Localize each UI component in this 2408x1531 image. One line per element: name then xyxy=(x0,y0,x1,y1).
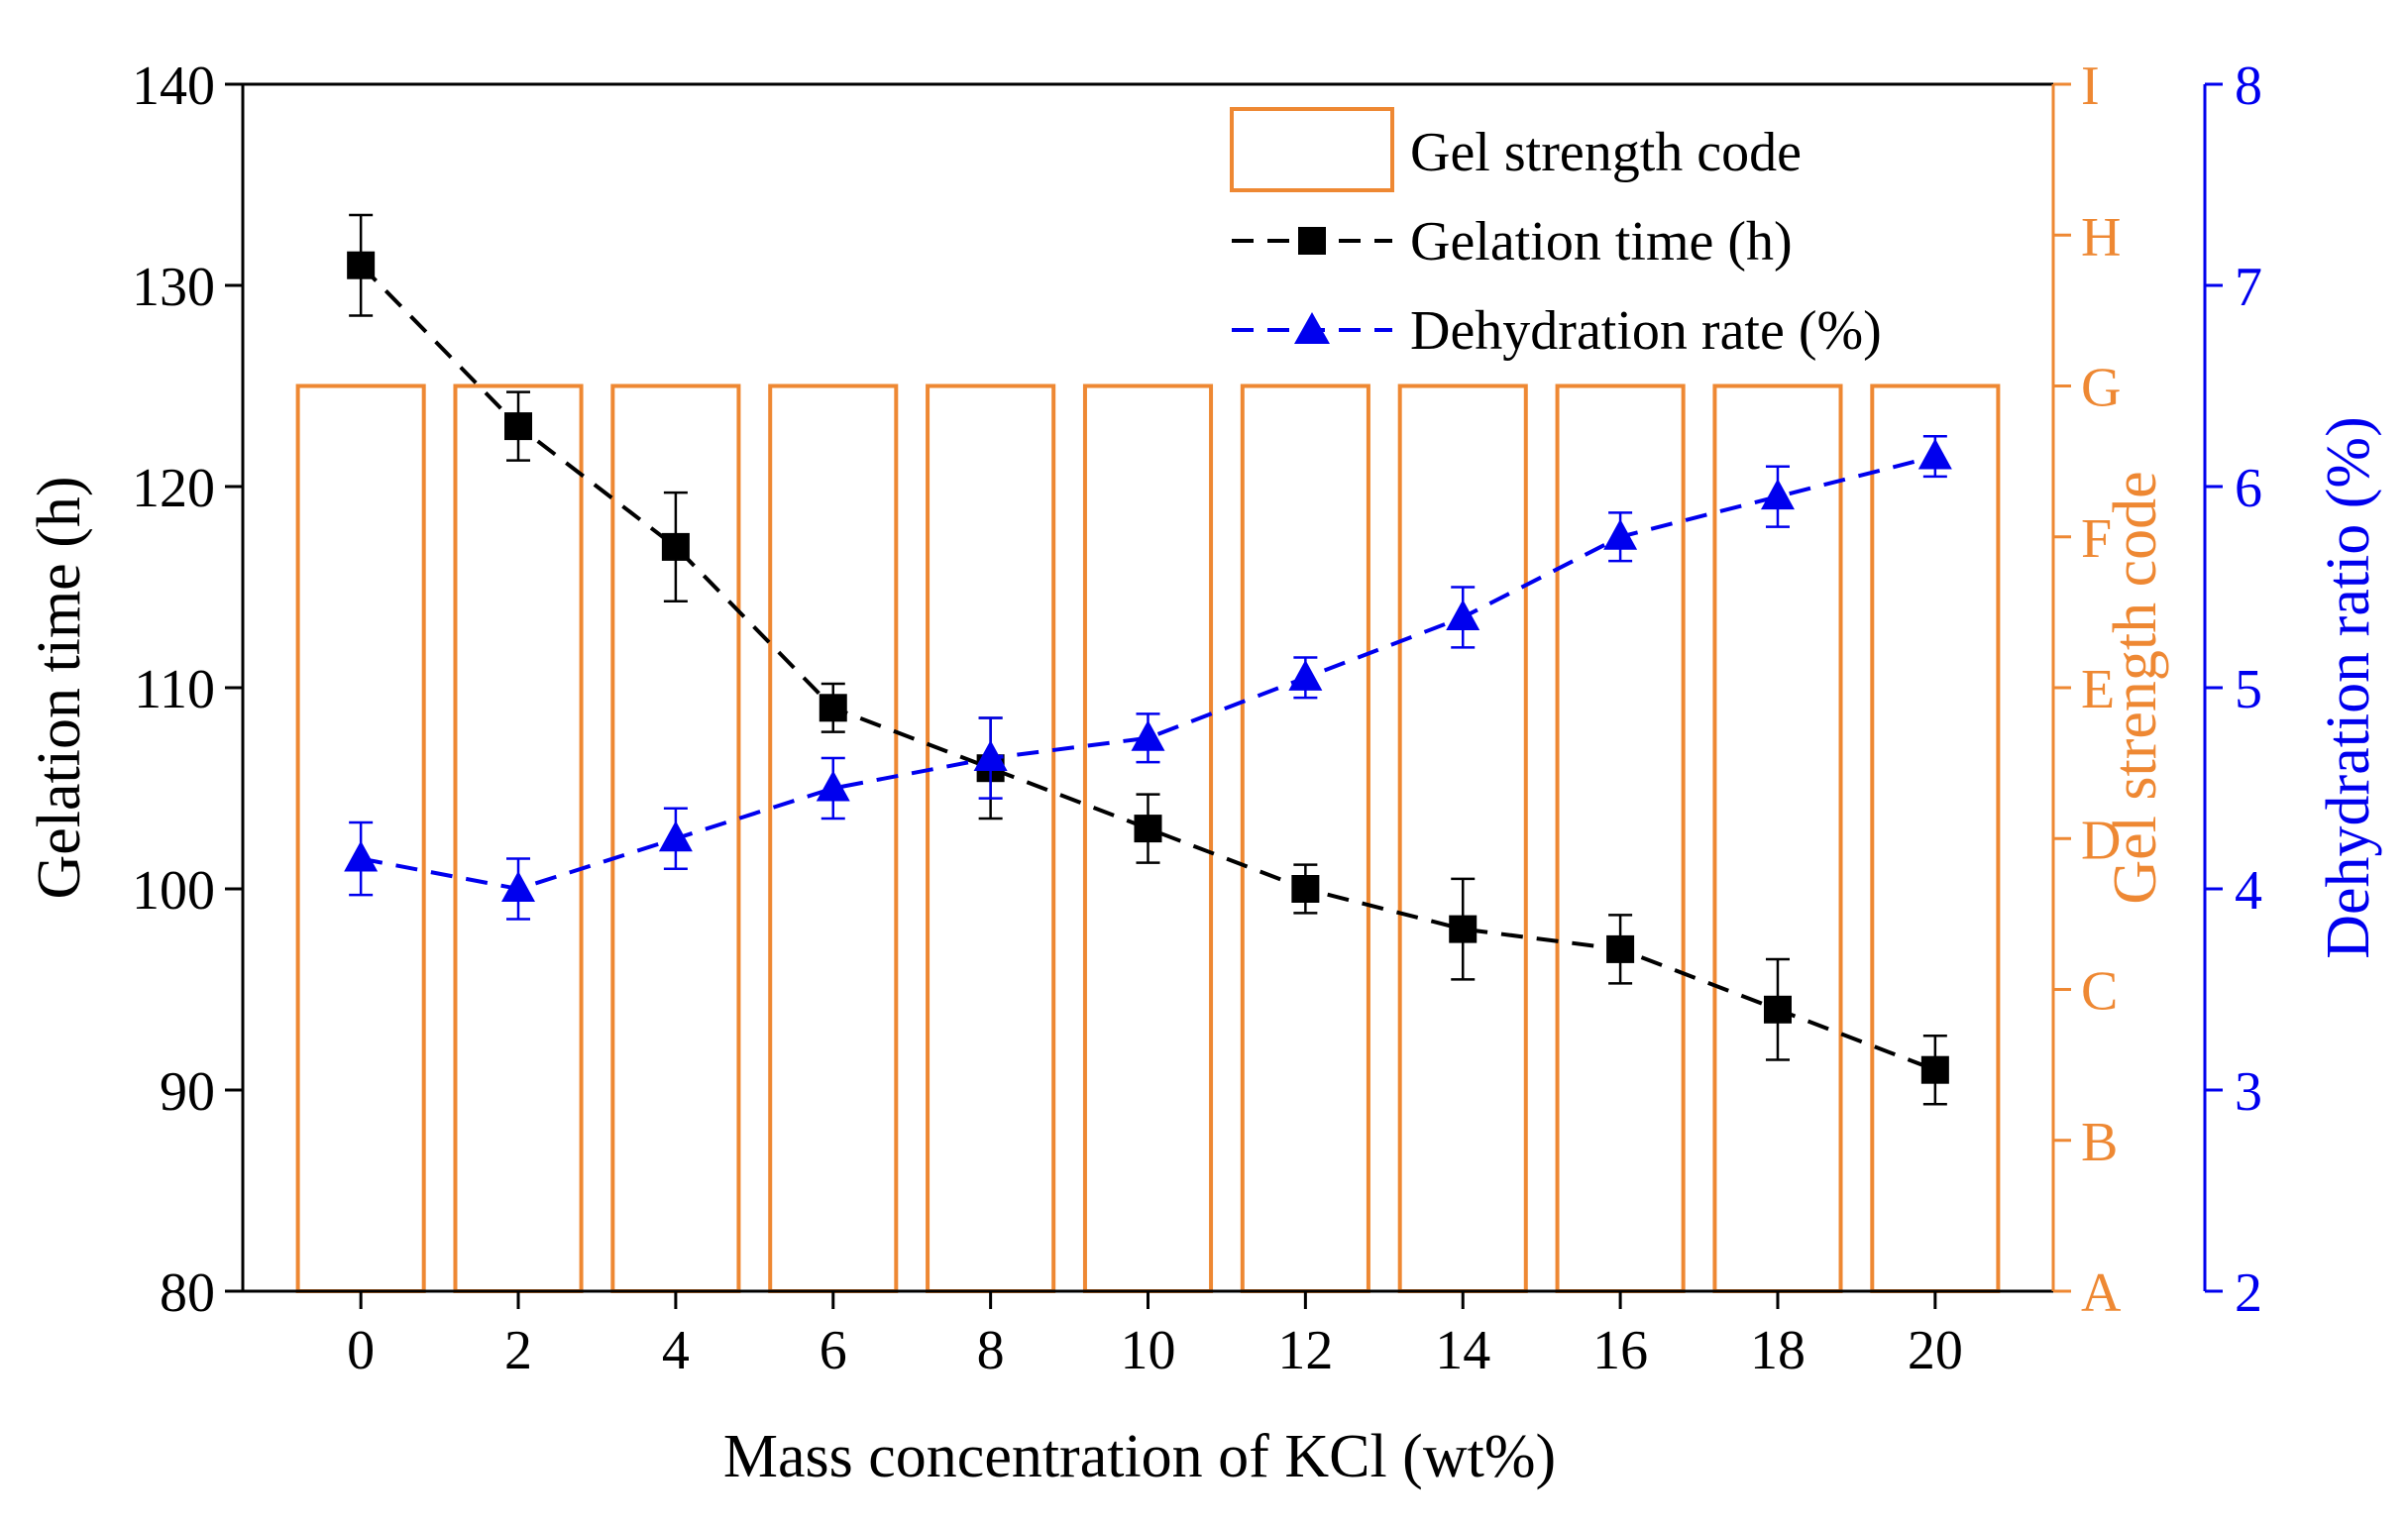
left-axis-title: Gelation time (h) xyxy=(26,477,93,900)
legend-dehydration-marker xyxy=(1294,312,1330,344)
gel-strength-tick-label: E xyxy=(2081,659,2115,720)
gel-strength-tick-label: F xyxy=(2081,508,2112,570)
gel-strength-tick-label: G xyxy=(2081,358,2121,419)
legend-gel-strength-label: Gel strength code xyxy=(1410,122,1802,183)
legend-gelation-label: Gelation time (h) xyxy=(1410,211,1793,273)
dehydration-tick-label: 3 xyxy=(2235,1061,2262,1123)
x-tick-label: 18 xyxy=(1750,1320,1806,1381)
dehydration-tick-label: 6 xyxy=(2235,458,2262,519)
x-tick-label: 0 xyxy=(347,1320,375,1381)
gelation-time-marker xyxy=(661,532,690,561)
gel-strength-tick-label: I xyxy=(2081,55,2100,117)
gelation-time-marker xyxy=(819,694,847,722)
gel-strength-axis-title: Gel strength code xyxy=(2102,471,2169,904)
left-tick-label: 100 xyxy=(132,860,215,922)
gelation-time-marker xyxy=(347,251,376,279)
legend: Gel strength code Gelation time (h) Dehy… xyxy=(1230,107,1882,362)
gel-strength-tick-label: A xyxy=(2081,1262,2122,1324)
dehydration-rate-marker xyxy=(344,840,379,872)
x-tick-label: 4 xyxy=(662,1320,690,1381)
left-tick-label: 110 xyxy=(134,659,215,720)
dehydration-rate-marker xyxy=(973,740,1008,772)
dehydration-rate-marker xyxy=(1446,599,1480,630)
legend-gel-strength-swatch xyxy=(1230,107,1394,192)
gelation-time-marker xyxy=(1606,934,1635,963)
x-tick-label: 20 xyxy=(1908,1320,1963,1381)
dehydration-rate-marker xyxy=(816,770,850,802)
legend-gelation-marker xyxy=(1298,227,1326,255)
x-tick-label: 10 xyxy=(1121,1320,1176,1381)
dehydration-tick-label: 8 xyxy=(2235,55,2262,117)
gelation-time-marker xyxy=(1763,995,1792,1024)
left-tick-label: 80 xyxy=(160,1262,215,1324)
dehydration-rate-marker xyxy=(1131,719,1165,751)
gelation-time-marker xyxy=(1134,815,1162,843)
left-tick-label: 90 xyxy=(160,1061,215,1123)
x-tick-label: 6 xyxy=(820,1320,847,1381)
dehydration-rate-marker xyxy=(1603,518,1638,550)
gelation-time-line xyxy=(359,264,1936,1072)
x-axis-title: Mass concentration of KCl (wt%) xyxy=(723,1423,1556,1490)
dehydration-rate-marker xyxy=(501,871,536,902)
left-tick-label: 130 xyxy=(132,257,215,318)
gelation-time-marker xyxy=(1449,915,1478,943)
gel-strength-tick-label: D xyxy=(2081,810,2121,871)
gel-strength-tick-label: C xyxy=(2081,961,2118,1023)
dehydration-tick-label: 2 xyxy=(2235,1262,2262,1324)
left-tick-label: 120 xyxy=(132,458,215,519)
x-tick-label: 16 xyxy=(1592,1320,1648,1381)
dehydration-rate-series xyxy=(344,435,1952,921)
dehydration-axis-title: Dehydration ratio (%) xyxy=(2315,416,2382,958)
dehydration-rate-marker xyxy=(1917,438,1952,470)
dehydration-tick-label: 7 xyxy=(2235,257,2262,318)
gel-strength-tick-label: H xyxy=(2081,206,2121,268)
dehydration-rate-marker xyxy=(658,820,693,852)
gelation-time-marker xyxy=(1291,875,1320,903)
gelation-time-marker xyxy=(1920,1055,1949,1084)
dehydration-tick-label: 5 xyxy=(2235,659,2262,720)
left-tick-label: 140 xyxy=(132,55,215,117)
x-tick-label: 8 xyxy=(977,1320,1005,1381)
gel-strength-tick-label: B xyxy=(2081,1112,2118,1173)
x-tick-label: 2 xyxy=(504,1320,532,1381)
dehydration-rate-line xyxy=(360,454,1936,892)
axes-ticks: 0 2 4 6 8 10 12 14 16 18 20 80 90 100 110 120 130 140 A B C D… xyxy=(132,55,2262,1381)
dehydration-rate-marker xyxy=(1288,659,1323,691)
gelation-time-marker xyxy=(504,412,533,441)
legend-dehydration-label: Dehydration rate (%) xyxy=(1410,300,1882,362)
x-tick-label: 12 xyxy=(1277,1320,1333,1381)
dehydration-rate-marker xyxy=(1760,479,1795,510)
x-tick-label: 14 xyxy=(1435,1320,1490,1381)
dehydration-tick-label: 4 xyxy=(2235,860,2262,922)
